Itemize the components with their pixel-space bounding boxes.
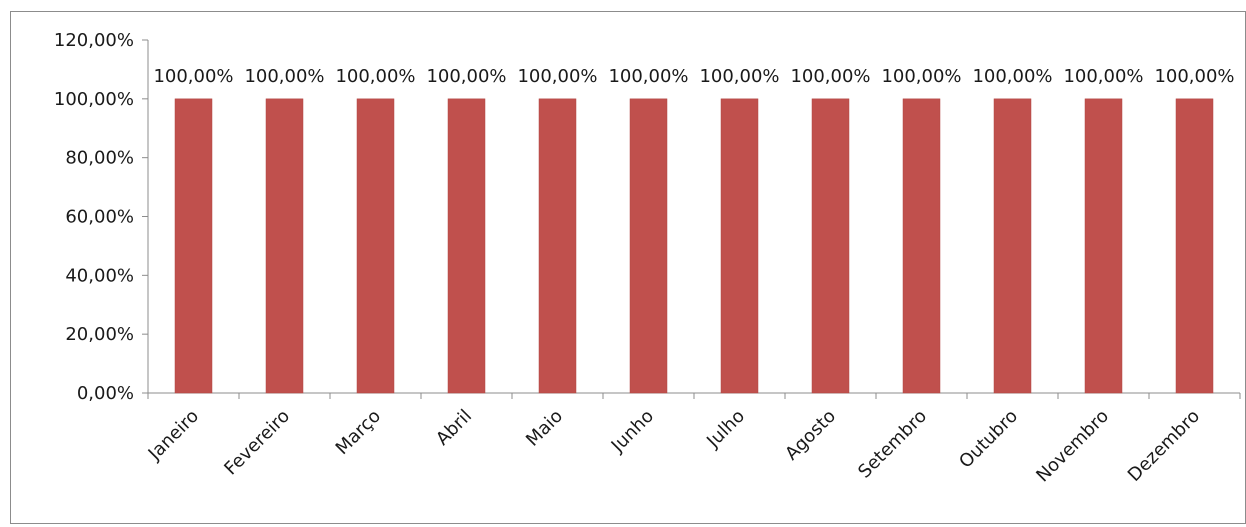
bar-value-label: 100,00% <box>426 66 506 87</box>
y-tick-label: 20,00% <box>65 324 134 345</box>
bar-value-label: 100,00% <box>881 66 961 87</box>
bar <box>1084 98 1123 394</box>
chart-frame <box>10 11 1246 524</box>
bar-value-label: 100,00% <box>972 66 1052 87</box>
data-labels: 100,00% 100,00% 100,00% 100,00% 100,00% 100,0… <box>153 66 1234 87</box>
x-tick-label: Fevereiro <box>220 406 294 480</box>
x-tick-label: Agosto <box>781 406 840 465</box>
bar-value-label: 100,00% <box>1154 66 1234 87</box>
x-tick-label: Dezembro <box>1124 406 1204 486</box>
bar-value-label: 100,00% <box>153 66 233 87</box>
x-tick-label: Outubro <box>955 406 1022 473</box>
bar <box>174 98 213 394</box>
bar <box>902 98 941 394</box>
bar-value-label: 100,00% <box>244 66 324 87</box>
bar <box>993 98 1032 394</box>
y-tick-label: 120,00% <box>54 30 134 51</box>
x-tick-label: Abril <box>432 406 476 450</box>
bar-value-label: 100,00% <box>1063 66 1143 87</box>
y-tick-label: 80,00% <box>65 148 134 169</box>
bar-value-label: 100,00% <box>699 66 779 87</box>
x-tick-label: Junho <box>607 406 658 457</box>
x-tick-label: Janeiro <box>144 406 203 465</box>
bar <box>720 98 759 394</box>
y-tick-label: 60,00% <box>65 207 134 228</box>
bar-value-label: 100,00% <box>790 66 870 87</box>
bar <box>356 98 395 394</box>
x-tick-label: Maio <box>522 406 567 451</box>
bar <box>538 98 577 394</box>
y-tick-label: 100,00% <box>54 89 134 110</box>
bar-series <box>174 98 1214 394</box>
x-axis: Janeiro Fevereiro Março Abril Maio Junho Julho… <box>144 392 1241 487</box>
bar-value-label: 100,00% <box>608 66 688 87</box>
bar <box>811 98 850 394</box>
x-tick-label: Julho <box>702 406 749 453</box>
bar <box>447 98 486 394</box>
bar-value-label: 100,00% <box>335 66 415 87</box>
bar <box>1175 98 1214 394</box>
x-tick-label: Março <box>332 406 385 459</box>
y-axis: 0,00% 20,00% 40,00% 60,00% 80,00% 100,00% 120,… <box>54 30 149 404</box>
bar-value-label: 100,00% <box>517 66 597 87</box>
bar <box>629 98 668 394</box>
bar <box>265 98 304 394</box>
x-tick-label: Setembro <box>854 406 931 483</box>
y-tick-label: 0,00% <box>77 383 134 404</box>
x-tick-label: Novembro <box>1032 406 1113 487</box>
y-tick-label: 40,00% <box>65 265 134 286</box>
